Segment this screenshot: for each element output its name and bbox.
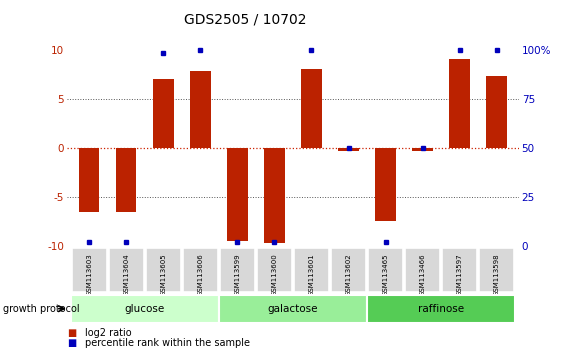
Text: percentile rank within the sample: percentile rank within the sample <box>85 338 250 348</box>
Text: glucose: glucose <box>125 304 165 314</box>
Text: GSM113606: GSM113606 <box>198 253 203 296</box>
FancyBboxPatch shape <box>367 295 515 323</box>
Text: GSM113466: GSM113466 <box>420 253 426 296</box>
Text: GSM113602: GSM113602 <box>346 253 352 296</box>
Text: ■: ■ <box>67 338 76 348</box>
Text: raffinose: raffinose <box>418 304 464 314</box>
Text: GSM113603: GSM113603 <box>86 253 92 296</box>
Bar <box>338 148 359 151</box>
Bar <box>449 59 470 148</box>
Text: ■: ■ <box>67 329 76 338</box>
FancyBboxPatch shape <box>257 248 292 292</box>
Bar <box>116 148 136 212</box>
Text: GDS2505 / 10702: GDS2505 / 10702 <box>184 12 306 27</box>
Bar <box>227 148 248 241</box>
Bar <box>79 148 100 212</box>
Bar <box>301 69 322 148</box>
FancyBboxPatch shape <box>479 248 514 292</box>
Text: log2 ratio: log2 ratio <box>85 329 131 338</box>
FancyBboxPatch shape <box>405 248 440 292</box>
FancyBboxPatch shape <box>183 248 218 292</box>
FancyBboxPatch shape <box>220 248 255 292</box>
FancyBboxPatch shape <box>368 248 403 292</box>
FancyBboxPatch shape <box>71 295 219 323</box>
Text: galactose: galactose <box>268 304 318 314</box>
FancyBboxPatch shape <box>146 248 181 292</box>
Bar <box>190 71 210 148</box>
Bar <box>375 148 396 222</box>
FancyBboxPatch shape <box>109 248 143 292</box>
Bar <box>264 148 285 243</box>
Text: GSM113601: GSM113601 <box>308 253 314 296</box>
Text: GSM113599: GSM113599 <box>234 253 240 296</box>
Text: GSM113604: GSM113604 <box>123 253 129 296</box>
Text: GSM113465: GSM113465 <box>382 253 388 296</box>
Bar <box>486 76 507 148</box>
Text: GSM113605: GSM113605 <box>160 253 166 296</box>
Text: GSM113600: GSM113600 <box>272 253 278 296</box>
FancyBboxPatch shape <box>442 248 477 292</box>
FancyBboxPatch shape <box>219 295 367 323</box>
Text: GSM113598: GSM113598 <box>494 253 500 296</box>
Text: GSM113597: GSM113597 <box>456 253 463 296</box>
Bar <box>412 148 433 151</box>
FancyBboxPatch shape <box>72 248 107 292</box>
Bar <box>153 79 174 148</box>
FancyBboxPatch shape <box>331 248 366 292</box>
Text: growth protocol: growth protocol <box>3 304 79 314</box>
FancyBboxPatch shape <box>294 248 329 292</box>
